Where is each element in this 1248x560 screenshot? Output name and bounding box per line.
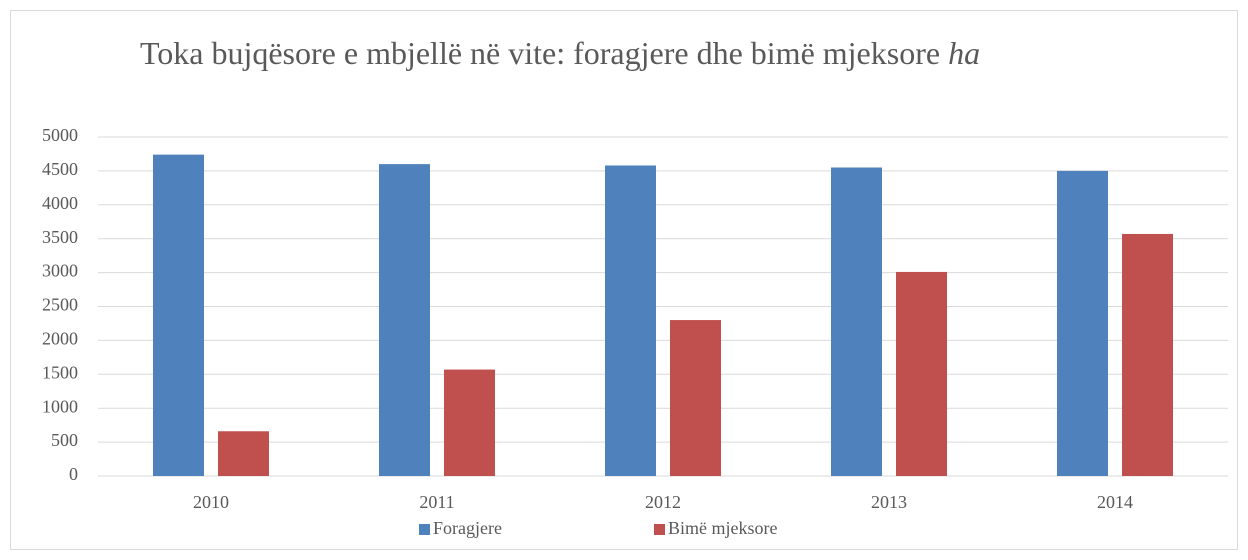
bar [831,167,882,476]
bar [218,431,269,476]
y-tick-label: 5000 [42,125,78,145]
y-tick-label: 4000 [42,193,78,213]
y-tick-label: 1500 [42,362,78,382]
x-tick-label: 2014 [1097,492,1133,512]
legend-swatch [419,524,430,535]
y-tick-label: 1000 [42,396,78,416]
bar [605,165,656,476]
bar [896,271,947,476]
bar [153,154,204,477]
bar [1057,170,1108,476]
bar [444,369,495,476]
y-tick-label: 500 [51,430,78,450]
y-tick-label: 3000 [42,261,78,281]
y-tick-label: 4500 [42,159,78,179]
legend-swatch [654,524,665,535]
chart-title: Toka bujqësore e mbjellë në vite: foragj… [140,35,980,71]
y-tick-label: 0 [69,464,78,484]
bar [1122,233,1173,476]
x-tick-label: 2011 [419,492,454,512]
bar [670,320,721,476]
x-tick-label: 2012 [645,492,681,512]
y-tick-label: 3500 [42,227,78,247]
legend-label: Foragjere [433,518,502,538]
bar [379,164,430,476]
x-tick-label: 2010 [193,492,229,512]
y-tick-label: 2500 [42,295,78,315]
legend-label: Bimë mjeksore [668,518,777,538]
x-tick-label: 2013 [871,492,907,512]
y-tick-label: 2000 [42,329,78,349]
